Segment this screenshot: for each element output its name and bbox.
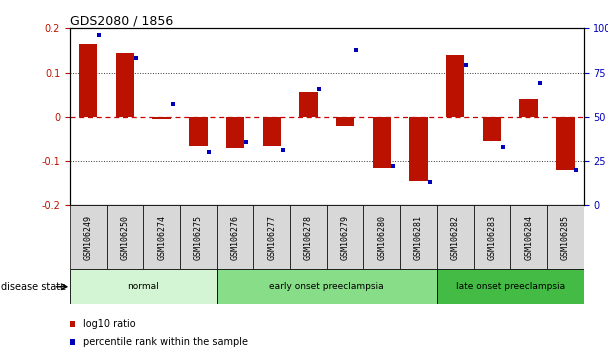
Bar (409, 117, 427, 181)
Text: GSM106249: GSM106249 (84, 215, 93, 260)
Bar (547, 205, 584, 269)
Text: GSM106285: GSM106285 (561, 215, 570, 260)
Bar (336, 117, 354, 126)
Text: early onset preeclampsia: early onset preeclampsia (269, 282, 384, 291)
Bar (483, 117, 501, 141)
Bar (290, 205, 327, 269)
Bar (254, 205, 290, 269)
Text: GSM106283: GSM106283 (488, 215, 497, 260)
Bar (474, 205, 510, 269)
Text: GSM106275: GSM106275 (194, 215, 203, 260)
Text: GSM106280: GSM106280 (378, 215, 386, 260)
Text: GSM106250: GSM106250 (120, 215, 130, 260)
Bar (189, 117, 207, 145)
Bar (106, 205, 143, 269)
Bar (299, 92, 317, 117)
Text: late onset preeclampsia: late onset preeclampsia (456, 282, 565, 291)
Bar (180, 205, 216, 269)
Text: GSM106279: GSM106279 (340, 215, 350, 260)
Bar (437, 269, 584, 304)
Text: GSM106274: GSM106274 (157, 215, 166, 260)
Bar (79, 44, 97, 117)
Bar (116, 53, 134, 117)
Text: GSM106282: GSM106282 (451, 215, 460, 260)
Text: GSM106281: GSM106281 (414, 215, 423, 260)
Text: normal: normal (128, 282, 159, 291)
Text: disease state: disease state (1, 282, 66, 292)
Bar (556, 117, 575, 170)
Text: percentile rank within the sample: percentile rank within the sample (83, 337, 248, 347)
Text: GSM106276: GSM106276 (230, 215, 240, 260)
Bar (437, 205, 474, 269)
Text: log10 ratio: log10 ratio (83, 319, 136, 329)
Bar (143, 205, 180, 269)
Text: GSM106278: GSM106278 (304, 215, 313, 260)
Bar (327, 205, 364, 269)
Bar (519, 99, 538, 117)
Bar (263, 117, 281, 145)
Bar (446, 55, 465, 117)
Bar (70, 269, 216, 304)
Bar (400, 205, 437, 269)
Bar (364, 205, 400, 269)
Text: GSM106284: GSM106284 (524, 215, 533, 260)
Bar (226, 117, 244, 148)
Text: GSM106277: GSM106277 (268, 215, 276, 260)
Text: GDS2080 / 1856: GDS2080 / 1856 (70, 14, 173, 27)
Bar (153, 117, 171, 119)
Bar (510, 205, 547, 269)
Bar (216, 269, 437, 304)
Bar (216, 205, 254, 269)
Bar (70, 205, 106, 269)
Bar (373, 117, 391, 168)
